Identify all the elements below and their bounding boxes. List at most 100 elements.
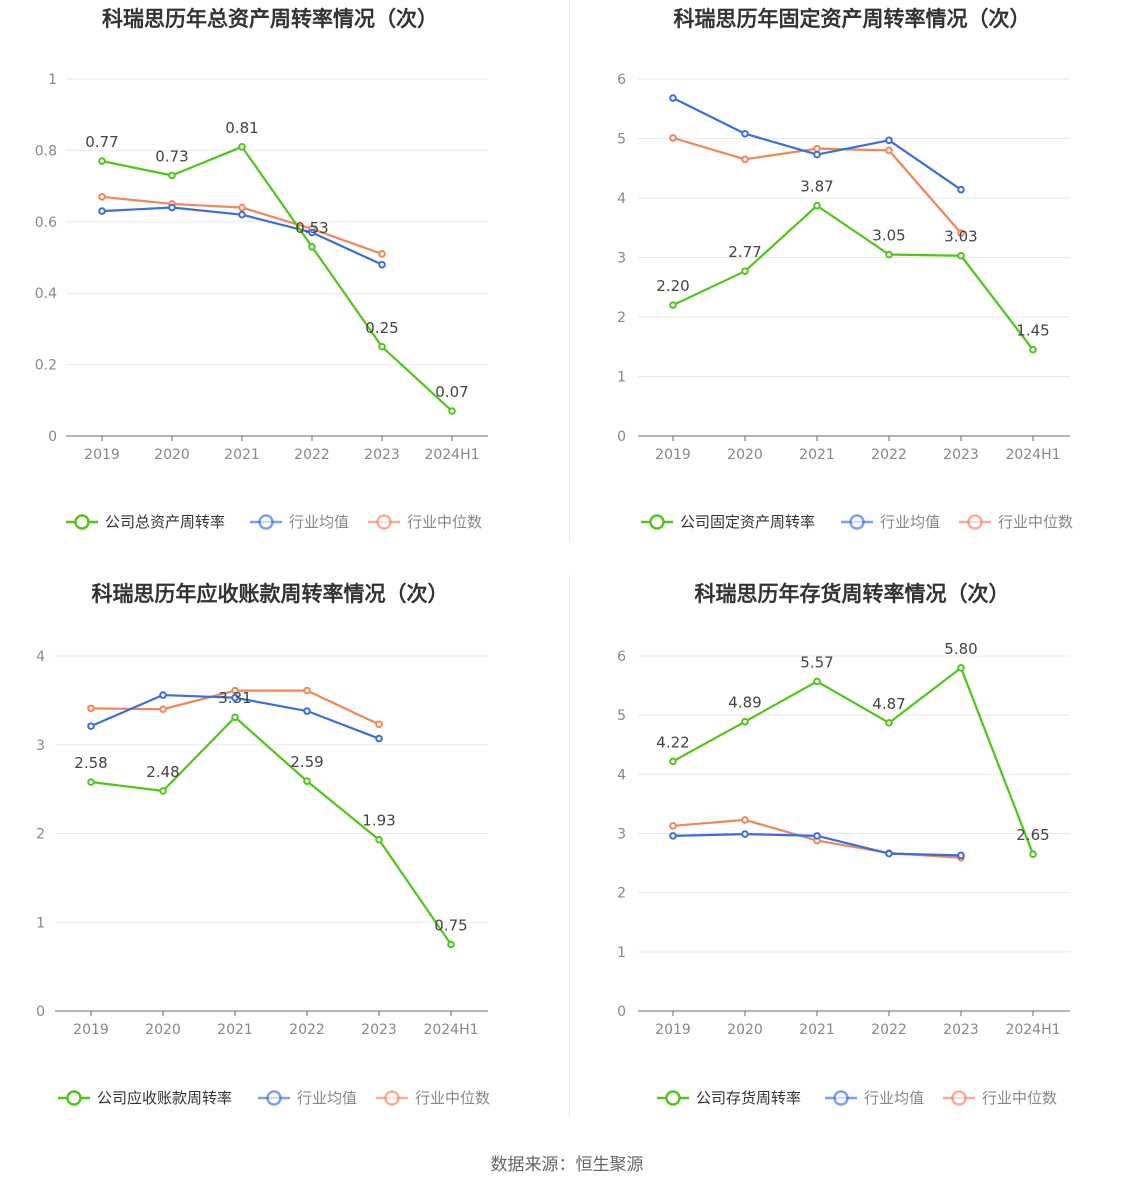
- series-line-company: [90, 716, 452, 946]
- x-tick-label: 2023: [943, 1022, 979, 1038]
- data-point-industry-avg: [885, 136, 893, 145]
- data-point-industry-avg: [378, 260, 386, 269]
- legend-label-industry-avg: 行业均值: [864, 1089, 924, 1107]
- data-label: 0.53: [295, 219, 328, 237]
- y-tick-label: 4: [36, 649, 45, 665]
- legend-marker-industry-median: [951, 1090, 967, 1106]
- x-tick-label: 2023: [361, 1022, 397, 1038]
- y-tick-label: 1: [48, 72, 57, 88]
- y-tick-label: 4: [617, 767, 626, 783]
- x-tick-label: 2024H1: [423, 1022, 478, 1038]
- data-point-company: [231, 713, 239, 722]
- data-source-label: 数据来源：恒生聚源: [490, 1155, 644, 1175]
- chart-title: 科瑞思历年应收账款周转率情况（次）: [92, 582, 449, 606]
- vertical-divider-bottom: [569, 575, 570, 1117]
- data-label: 1.93: [362, 812, 395, 830]
- chart-title: 科瑞思历年存货周转率情况（次）: [695, 582, 1010, 606]
- data-point-industry-median: [159, 705, 167, 714]
- data-point-industry-avg: [375, 734, 383, 743]
- data-point-industry-avg: [669, 832, 677, 840]
- x-tick-label: 2020: [154, 447, 190, 463]
- legend-label-company: 公司总资产周转率: [105, 513, 225, 531]
- data-label: 4.22: [656, 733, 689, 751]
- data-label: 3.31: [218, 689, 251, 707]
- x-tick-label: 2022: [871, 447, 907, 463]
- y-tick-label: 5: [617, 132, 626, 148]
- chart-title: 科瑞思历年固定资产周转率情况（次）: [674, 7, 1031, 31]
- y-tick-label: 6: [617, 72, 626, 88]
- legend-marker-industry-avg: [266, 1090, 282, 1106]
- data-point-company: [669, 301, 677, 309]
- data-point-industry-median: [741, 816, 749, 824]
- x-tick-label: 2022: [289, 1022, 325, 1038]
- data-point-industry-median: [375, 720, 383, 729]
- x-tick-label: 2021: [224, 447, 260, 463]
- data-label: 0.75: [434, 916, 467, 934]
- legend-label-company: 公司应收账款周转率: [97, 1089, 232, 1107]
- legend-marker-company: [74, 514, 90, 530]
- x-tick-label: 2019: [84, 447, 120, 463]
- data-label: 2.65: [1016, 826, 1049, 844]
- chart-panel-2: 科瑞思历年固定资产周转率情况（次） 0 1 2 3 4 5 6 2019 2020 2021 2022…: [617, 7, 1073, 531]
- y-tick-label: 2: [617, 886, 626, 902]
- data-point-industry-median: [231, 686, 239, 695]
- data-point-company: [957, 664, 965, 672]
- data-point-company: [375, 835, 383, 844]
- y-tick-label: 0: [36, 1004, 45, 1020]
- data-point-company: [885, 250, 893, 259]
- data-point-industry-median: [378, 250, 386, 258]
- x-tick-label: 2024H1: [424, 447, 479, 463]
- chart-panel-4: 科瑞思历年存货周转率情况（次） 0 1 2 3 4 5 6 2019 2020 2021 2022 20…: [617, 582, 1070, 1107]
- x-tick-label: 2020: [145, 1022, 181, 1038]
- y-tick-label: 3: [617, 251, 626, 267]
- legend-label-company: 公司固定资产周转率: [680, 513, 815, 531]
- series-line-company: [672, 666, 1035, 855]
- y-tick-label: 1: [617, 945, 626, 961]
- legend-label-industry-avg: 行业均值: [289, 513, 349, 531]
- legend-marker-industry-avg: [833, 1090, 849, 1106]
- y-tick-label: 1: [36, 915, 45, 931]
- y-tick-label: 1: [617, 370, 626, 386]
- data-label: 0.81: [225, 119, 258, 137]
- data-point-industry-avg: [885, 849, 893, 858]
- x-tick-label: 2022: [871, 1022, 907, 1038]
- data-point-industry-median: [669, 822, 677, 830]
- y-tick-label: 0.2: [35, 358, 57, 374]
- data-point-company: [448, 407, 456, 415]
- y-tick-label: 2: [36, 827, 45, 843]
- legend-marker-industry-median: [384, 1090, 400, 1106]
- x-tick-label: 2023: [943, 447, 979, 463]
- data-point-company: [957, 251, 965, 260]
- y-tick-label: 0: [617, 429, 626, 445]
- data-point-industry-median: [98, 193, 106, 201]
- legend-marker-industry-avg: [258, 514, 274, 530]
- series-line-company: [101, 145, 453, 412]
- legend-label-industry-median: 行业中位数: [982, 1089, 1057, 1107]
- data-point-company: [308, 242, 316, 251]
- data-point-industry-median: [87, 704, 95, 713]
- y-tick-label: 0: [48, 429, 57, 445]
- data-point-company: [98, 157, 106, 165]
- y-tick-label: 3: [36, 738, 45, 754]
- data-label: 2.20: [656, 277, 689, 295]
- data-point-company: [447, 940, 455, 949]
- legend-marker-company: [66, 1090, 82, 1106]
- data-point-company: [813, 201, 821, 210]
- y-tick-label: 0.6: [35, 215, 57, 231]
- data-point-company: [238, 143, 246, 151]
- data-point-industry-avg: [669, 94, 677, 102]
- data-label: 3.05: [872, 227, 905, 245]
- series-line-industry-avg: [672, 97, 962, 191]
- data-point-industry-avg: [87, 722, 95, 730]
- y-tick-label: 3: [617, 827, 626, 843]
- x-tick-label: 2019: [655, 447, 691, 463]
- x-tick-label: 2024H1: [1005, 447, 1060, 463]
- data-point-company: [159, 787, 167, 795]
- data-point-industry-avg: [303, 707, 311, 715]
- legend-marker-industry-median: [376, 514, 392, 530]
- data-point-industry-avg: [957, 851, 965, 860]
- y-tick-label: 6: [617, 649, 626, 665]
- legend-label-industry-median: 行业中位数: [415, 1089, 490, 1107]
- data-label: 0.07: [435, 383, 468, 401]
